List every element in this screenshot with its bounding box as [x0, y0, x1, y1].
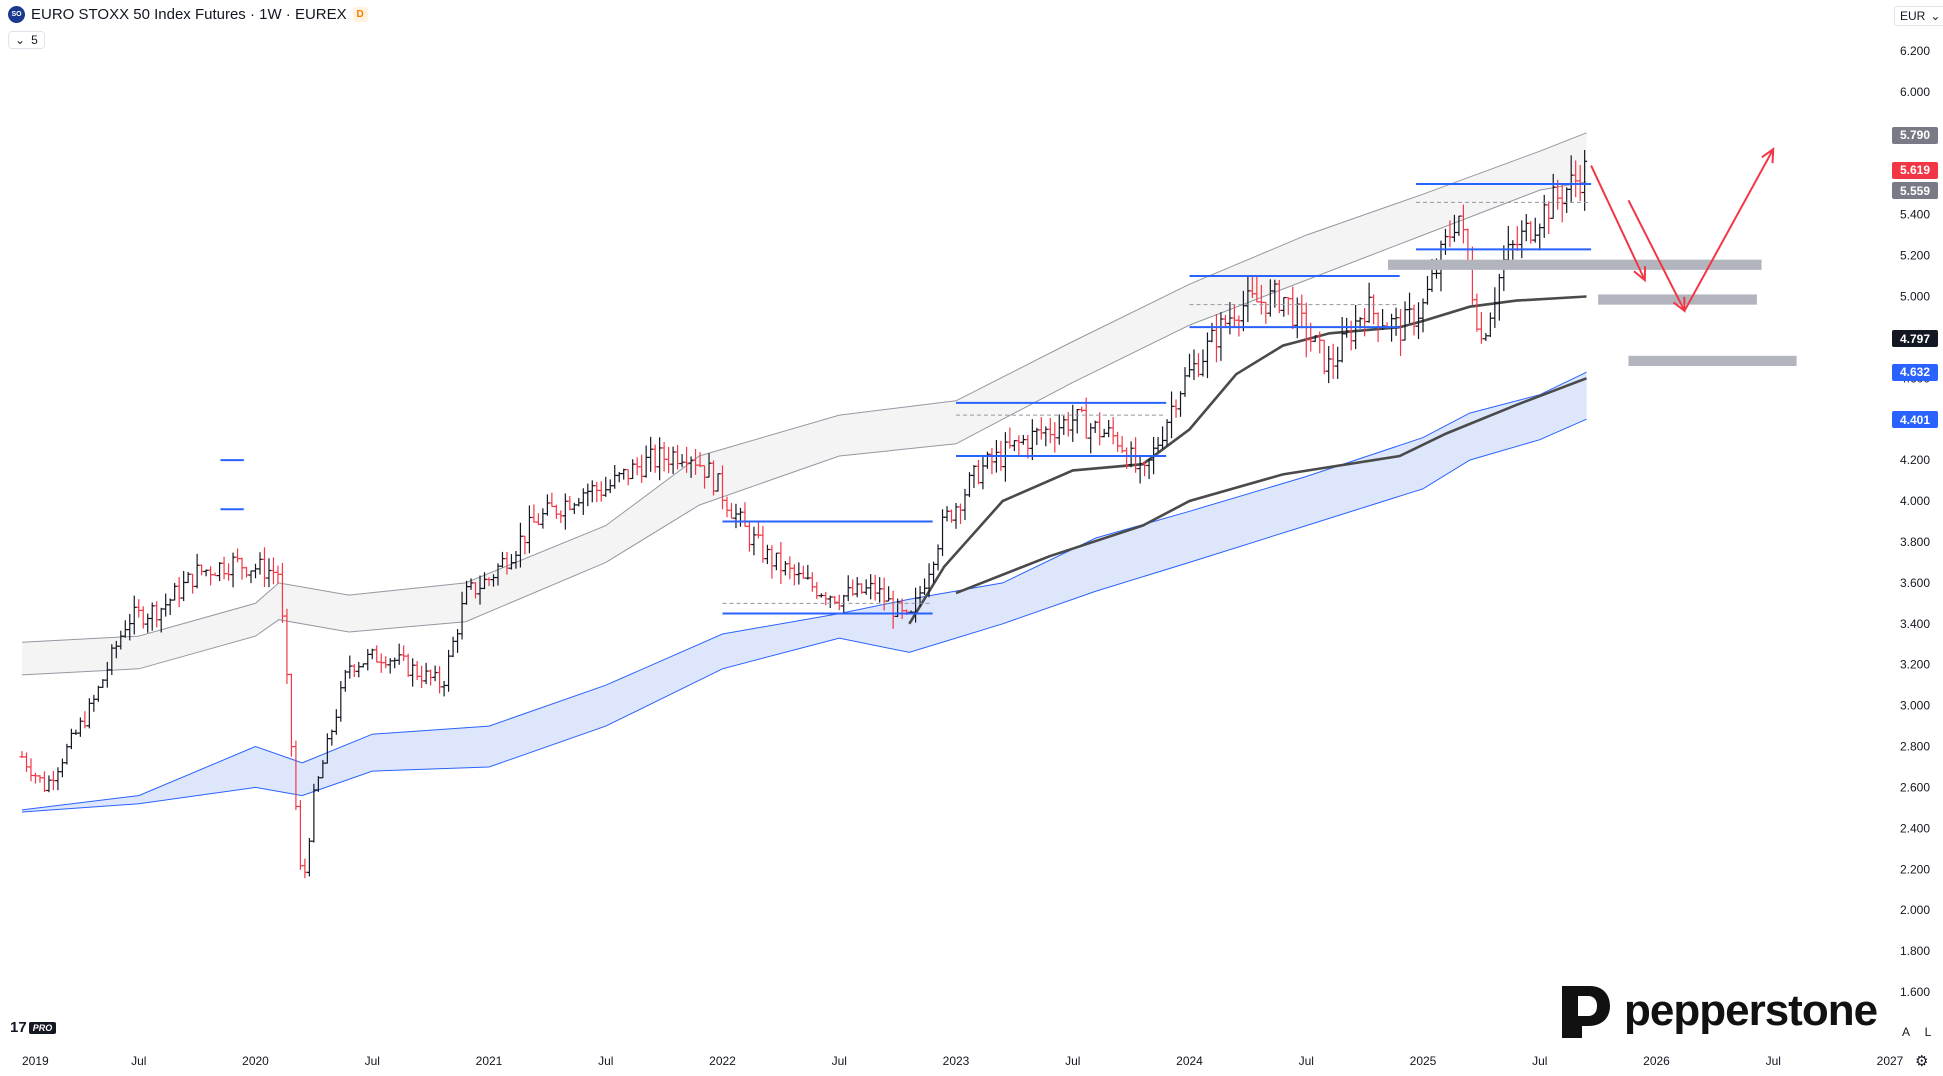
upper-band-fill	[22, 132, 1587, 675]
x-axis-tick-label: Jul	[832, 1054, 847, 1068]
y-axis-tick-label: 1.600	[1900, 985, 1930, 999]
support-zone	[1387, 259, 1762, 270]
y-axis-tick-label: 3.800	[1900, 535, 1930, 549]
y-axis-tick-label: 2.800	[1900, 740, 1930, 754]
brand-name: pepperstone	[1624, 986, 1878, 1035]
price-tag: 5.790	[1892, 126, 1938, 144]
price-tag: 4.797	[1892, 330, 1938, 347]
price-tag: 4.632	[1892, 363, 1938, 381]
upper-band-bottom-line	[21, 181, 1587, 676]
y-axis-tick-label: 2.600	[1900, 780, 1930, 794]
brand-watermark: pepperstone	[1556, 980, 1878, 1042]
support-zone	[1598, 294, 1757, 305]
arrow-head	[1761, 147, 1775, 164]
x-axis-tick-label: 2023	[943, 1054, 970, 1068]
currency-selector[interactable]: EUR ⌄	[1894, 6, 1943, 26]
indicator-count: 5	[31, 33, 38, 47]
x-axis-tick-label: Jul	[1766, 1054, 1781, 1068]
y-axis-tick-label: 2.200	[1900, 862, 1930, 876]
price-tag: 4.401	[1892, 411, 1938, 428]
x-axis-tick-label: 2026	[1643, 1054, 1670, 1068]
pepperstone-logo-icon	[1562, 986, 1610, 1038]
y-axis-tick-label: 3.000	[1900, 699, 1930, 713]
pro-badge: PRO	[28, 1021, 57, 1034]
currency-label: EUR	[1900, 9, 1926, 23]
y-axis-tick-label: 3.400	[1900, 617, 1930, 631]
projection-arrow-line	[1590, 165, 1646, 281]
y-axis-tick-label: 3.200	[1900, 658, 1930, 672]
x-axis-tick-label: 2024	[1176, 1054, 1203, 1068]
x-axis-tick-label: Jul	[131, 1054, 146, 1068]
price-tag: 5.559	[1892, 182, 1938, 200]
support-zone	[1628, 355, 1797, 367]
y-axis-tick-label: 5.400	[1900, 208, 1930, 222]
symbol-icon: SO	[8, 6, 25, 23]
indicators-collapse-button[interactable]: ⌄ 5	[8, 31, 45, 49]
x-axis-tick-label: Jul	[365, 1054, 380, 1068]
upper-band-top-line	[21, 132, 1587, 643]
x-axis-tick-label: 2021	[476, 1054, 503, 1068]
ma-short-line	[908, 295, 1587, 625]
tradingview-mark: 17	[10, 1019, 27, 1036]
y-axis-tick-label: 1.800	[1900, 944, 1930, 958]
tradingview-logo[interactable]: 17 PRO	[10, 1019, 57, 1036]
arrow-head	[1633, 266, 1646, 283]
y-axis-tick-label: 4.000	[1900, 494, 1930, 508]
ma-long-line	[955, 377, 1587, 595]
y-axis-tick-label: 6.000	[1900, 85, 1930, 99]
price-tag: 5.619	[1892, 161, 1938, 179]
x-axis-tick-label: Jul	[1532, 1054, 1547, 1068]
x-axis-tick-label: 2020	[242, 1054, 269, 1068]
y-axis-tick-label: 5.000	[1900, 289, 1930, 303]
chevron-down-icon: ⌄	[1930, 9, 1941, 23]
x-axis-tick-label: 2019	[22, 1054, 49, 1068]
y-axis-tick-label: 5.200	[1900, 249, 1930, 263]
x-axis-tick-label: Jul	[1065, 1054, 1080, 1068]
lower-band-top-line	[21, 371, 1587, 811]
delayed-data-badge[interactable]: D	[352, 7, 368, 22]
x-axis-tick-label: 2027	[1877, 1054, 1904, 1068]
y-axis-tick-label: 2.400	[1900, 821, 1930, 835]
projection-arrow-line	[1683, 148, 1775, 312]
x-axis-tick-label: Jul	[1299, 1054, 1314, 1068]
x-axis-tick-label: Jul	[598, 1054, 613, 1068]
chevron-down-icon: ⌄	[15, 33, 26, 47]
y-axis-tick-label: 3.600	[1900, 576, 1930, 590]
log-scale-button[interactable]: L	[1924, 1025, 1932, 1039]
x-axis-tick-label: 2025	[1410, 1054, 1437, 1068]
projection-arrow-line	[1627, 199, 1686, 312]
y-axis-tick-label: 2.000	[1900, 903, 1930, 917]
x-axis-tick-label: 2022	[709, 1054, 736, 1068]
y-axis-tick-label: 4.200	[1900, 453, 1930, 467]
auto-scale-button[interactable]: A	[1901, 1025, 1910, 1039]
settings-icon[interactable]: ⚙	[1915, 1053, 1929, 1070]
lower-band-bottom-line	[21, 418, 1587, 813]
chart-header: SO EURO STOXX 50 Index Futures · 1W · EU…	[8, 6, 368, 23]
chart-title[interactable]: EURO STOXX 50 Index Futures · 1W · EUREX	[31, 6, 347, 23]
y-axis-tick-label: 6.200	[1900, 44, 1930, 58]
